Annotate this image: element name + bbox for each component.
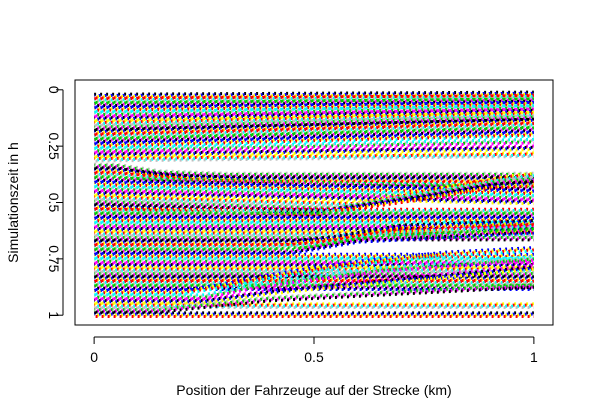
series-line-19-layer-2 — [94, 183, 534, 196]
series-line-18-layer-2 — [94, 178, 534, 191]
series-line-32-layer-1 — [94, 220, 534, 244]
series-line-10 — [94, 126, 534, 141]
series-line-45-layer-3 — [94, 267, 535, 305]
series-line-20-layer-2 — [94, 187, 534, 200]
series-line-1 — [94, 93, 534, 101]
series-line-8-layer-2 — [94, 120, 534, 135]
series-line-34-layer-1 — [94, 229, 534, 253]
series-line-45 — [94, 264, 535, 301]
series-line-6 — [94, 110, 534, 123]
series-line-24-layer-2 — [94, 183, 534, 216]
y-tick-label: 0.75 — [46, 245, 62, 272]
series-line-15-layer-3 — [94, 166, 534, 179]
series-line-16-layer-2 — [94, 169, 534, 182]
series-layer — [94, 90, 535, 318]
y-tick-label: 0.25 — [46, 133, 62, 160]
y-axis: 0 0.25 0.5 0.75 1 — [46, 86, 64, 319]
y-tick-label: 0.5 — [46, 193, 62, 213]
series-line-23-layer-2 — [94, 178, 534, 211]
series-line-21 — [94, 189, 534, 202]
series-line-4-layer-2 — [94, 106, 534, 117]
series-line-18 — [94, 176, 534, 189]
series-line-12 — [94, 137, 534, 150]
series-line-9 — [94, 122, 534, 137]
series-line-8 — [94, 117, 534, 132]
plot-area-frame — [74, 79, 554, 326]
series-line-16-layer-3 — [94, 170, 534, 183]
series-line-24 — [94, 180, 534, 214]
series-line-43-layer-3 — [94, 249, 534, 296]
y-axis-title: Simulationszeit in h — [5, 142, 21, 263]
series-line-2 — [94, 97, 534, 105]
series-line-14 — [94, 151, 534, 159]
series-line-3 — [94, 100, 534, 110]
series-line-2-layer-2 — [94, 99, 534, 108]
series-line-47 — [94, 282, 534, 310]
series-line-23-layer-3 — [94, 179, 534, 213]
series-line-7-layer-2 — [94, 116, 534, 130]
series-line-43-layer-2 — [94, 248, 534, 295]
x-tick-label: 0.5 — [304, 349, 324, 365]
series-line-5 — [94, 107, 534, 119]
series-line-11 — [94, 131, 534, 146]
series-line-22 — [94, 171, 535, 205]
series-line-44 — [94, 255, 535, 297]
series-line-13 — [94, 144, 534, 155]
series-line-12-layer-2 — [94, 140, 534, 153]
series-line-4 — [94, 104, 534, 114]
series-line-1-layer-2 — [94, 96, 534, 103]
series-line-34 — [94, 228, 534, 252]
y-tick-label: 1 — [46, 311, 62, 319]
series-line-0-layer-2 — [94, 93, 534, 99]
series-line-14-layer-2 — [94, 153, 534, 162]
series-line-11-layer-2 — [94, 133, 534, 148]
x-axis: 0 0.5 1 — [90, 336, 538, 365]
series-line-0 — [94, 90, 534, 96]
y-tick-label: 0 — [46, 86, 62, 94]
series-line-5-layer-2 — [94, 109, 534, 121]
x-tick-label: 0 — [90, 349, 98, 365]
x-tick-label: 1 — [530, 349, 538, 365]
series-line-43 — [94, 246, 534, 292]
series-line-7 — [94, 114, 534, 128]
series-line-32-layer-3 — [94, 222, 534, 246]
series-line-21-layer-2 — [94, 192, 534, 205]
series-line-22-layer-1 — [94, 172, 535, 206]
series-line-6-layer-2 — [94, 113, 534, 126]
series-line-10-layer-2 — [94, 129, 534, 144]
series-line-33-layer-3 — [94, 227, 534, 251]
series-line-3-layer-2 — [94, 103, 534, 112]
series-line-9-layer-2 — [94, 124, 534, 139]
x-axis-title: Position der Fahrzeuge auf der Strecke (… — [176, 382, 451, 398]
series-line-13-layer-2 — [94, 147, 534, 157]
